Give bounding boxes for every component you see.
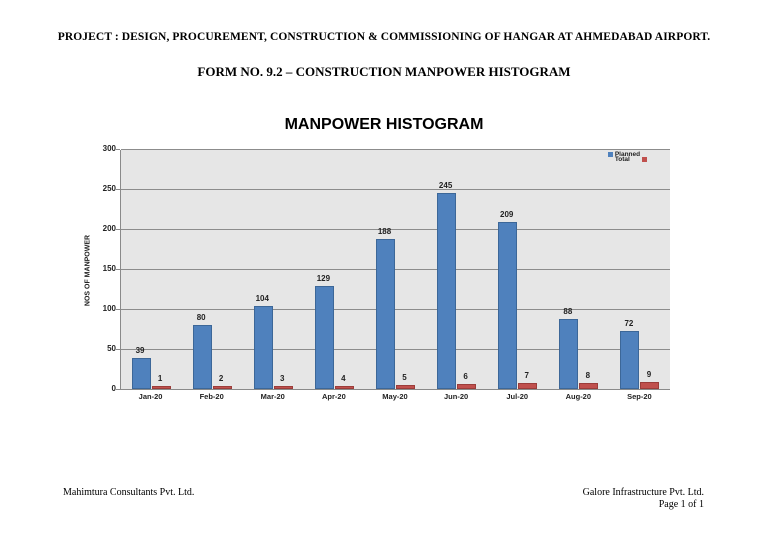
footer-contractor: Galore Infrastructure Pvt. Ltd. — [582, 487, 704, 498]
y-tick-label: 150 — [102, 264, 116, 273]
x-tick-label: Mar-20 — [260, 392, 285, 401]
gridline — [121, 229, 670, 230]
x-tick-label: May-20 — [382, 392, 408, 401]
x-tick-label: Apr-20 — [321, 392, 346, 401]
y-tick-label: 0 — [111, 384, 116, 393]
y-tick-mark — [116, 389, 120, 390]
legend-swatch-planned — [608, 151, 613, 157]
data-label: 9 — [646, 369, 652, 379]
page-number: Page 1 of 1 — [658, 499, 704, 510]
x-tick-label: Feb-20 — [199, 392, 224, 401]
y-tick-mark — [116, 189, 120, 190]
x-tick-label: Jun-20 — [444, 392, 469, 401]
data-label: 188 — [377, 226, 392, 236]
data-label: 1 — [157, 374, 163, 383]
data-label: 7 — [524, 371, 529, 381]
bar-total-mar-20 — [273, 386, 293, 389]
data-label: 5 — [402, 373, 407, 382]
gridline — [121, 269, 670, 270]
data-label: 4 — [341, 373, 346, 383]
gridline — [121, 189, 670, 190]
legend: Planned Total — [608, 151, 647, 163]
legend-item-planned: Planned — [608, 151, 647, 158]
plot-area — [120, 149, 670, 390]
footer-right: Galore Infrastructure Pvt. Ltd. Page 1 o… — [583, 487, 704, 511]
bar-planned-may-20 — [376, 238, 395, 389]
y-tick-label: 50 — [107, 344, 116, 353]
bar-planned-mar-20 — [253, 305, 273, 389]
data-label: 72 — [624, 319, 634, 329]
gridline — [121, 349, 670, 350]
form-title: FORM NO. 9.2 – CONSTRUCTION MANPOWER HIS… — [197, 64, 571, 79]
data-label: 2 — [218, 374, 224, 383]
y-tick-label: 300 — [102, 144, 116, 153]
gridline — [121, 149, 670, 150]
data-label: 6 — [463, 372, 468, 382]
bar-total-jul-20 — [518, 383, 538, 389]
y-tick-mark — [116, 229, 120, 230]
bar-planned-jan-20 — [131, 357, 151, 389]
y-tick-mark — [116, 349, 120, 350]
project-title: PROJECT : DESIGN, PROCUREMENT, CONSTRUCT… — [57, 31, 711, 43]
y-tick-mark — [116, 309, 120, 310]
bar-total-jan-20 — [151, 386, 171, 389]
bar-total-sep-20 — [640, 381, 660, 389]
bar-total-aug-20 — [579, 382, 599, 389]
bar-planned-feb-20 — [192, 325, 212, 389]
chart-title: MANPOWER HISTOGRAM — [284, 116, 484, 133]
x-tick-label: Sep-20 — [627, 392, 652, 401]
y-tick-mark — [116, 269, 120, 270]
data-label: 39 — [135, 345, 145, 355]
x-tick-label: Aug-20 — [565, 392, 592, 401]
data-label: 245 — [438, 181, 453, 190]
bar-total-may-20 — [396, 385, 415, 389]
x-tick-label: Jan-20 — [138, 392, 163, 401]
data-label: 80 — [196, 313, 206, 322]
bar-planned-apr-20 — [314, 285, 334, 389]
gridline — [121, 309, 670, 310]
data-label: 104 — [255, 293, 269, 303]
bar-planned-aug-20 — [559, 318, 579, 389]
footer-consultant: Mahimtura Consultants Pvt. Ltd. — [63, 487, 195, 498]
bar-total-feb-20 — [212, 386, 232, 389]
legend-swatch-total — [641, 156, 647, 162]
data-label: 88 — [563, 306, 573, 316]
y-tick-label: 250 — [102, 184, 116, 193]
data-label: 209 — [500, 209, 514, 219]
bar-planned-sep-20 — [620, 331, 640, 389]
x-tick-label: Jul-20 — [506, 392, 529, 401]
bar-total-apr-20 — [334, 385, 354, 389]
bar-planned-jun-20 — [437, 193, 457, 389]
bar-planned-jul-20 — [498, 221, 518, 389]
legend-label-planned: Planned — [614, 151, 641, 158]
y-tick-mark — [116, 149, 120, 150]
legend-label-total: Total — [614, 156, 630, 163]
data-label: 8 — [585, 370, 591, 380]
bar-total-jun-20 — [457, 384, 477, 389]
y-tick-label: 200 — [102, 224, 116, 233]
data-label: 3 — [280, 374, 285, 383]
data-label: 129 — [316, 273, 331, 283]
legend-item-total: Total — [608, 156, 647, 163]
y-tick-label: 100 — [102, 304, 116, 313]
